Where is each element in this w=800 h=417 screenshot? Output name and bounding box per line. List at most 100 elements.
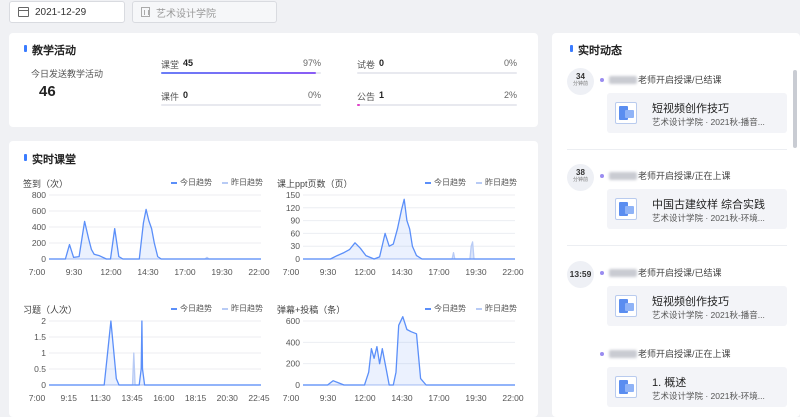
series-area: [303, 241, 515, 259]
status-dot: [600, 270, 604, 275]
metric-value: 45: [183, 58, 194, 68]
chart-plot: 150 120 90 60 30 0 7:00 9:30 12:00 14:30 17:00 19:3…: [283, 190, 524, 277]
building-icon: [141, 7, 150, 17]
legend-yesterday: 昨日趋势: [222, 177, 263, 188]
chart-exercises: 习题（人次） 今日趋势 昨日趋势 2 1.5 1 0.5 0 7:00 9:15 11:30 1…: [23, 303, 270, 403]
course-subtitle: 艺术设计学院 · 2021秋-播音...: [652, 310, 765, 320]
time-value: 13:59: [569, 269, 592, 279]
y-tick-label: 0: [41, 254, 46, 264]
chart-legend: 今日趋势 昨日趋势: [171, 303, 263, 314]
teacher-name-redacted: [609, 75, 637, 84]
chart-ppt-pages: 课上ppt页数（页） 今日趋势 昨日趋势 150 120 90 60 30 0 7:00 9:…: [277, 177, 524, 277]
x-tick-label: 9:15: [60, 393, 77, 403]
legend-swatch: [171, 307, 177, 310]
feed-text: 老师开启授课/已结课: [600, 266, 722, 279]
x-tick-label: 19:30: [465, 393, 487, 403]
feed-message: 老师开启授课/已结课: [638, 75, 722, 85]
legend-today: 今日趋势: [171, 303, 212, 314]
chart-title: 签到（次）: [23, 179, 69, 189]
sent-activities-label: 今日发送教学活动: [31, 69, 104, 79]
time-badge: 38 分钟前: [567, 164, 594, 191]
y-tick-label: 800: [32, 190, 46, 200]
y-tick-label: 600: [32, 206, 46, 216]
teacher-name-redacted: [609, 268, 637, 277]
x-tick-label: 20:30: [217, 393, 239, 403]
legend-label: 今日趋势: [434, 178, 466, 187]
chart-plot: 2 1.5 1 0.5 0 7:00 9:15 11:30 13:45 16:00 18:15 20:…: [29, 316, 270, 403]
feed-text: 老师开启授课/正在上课: [600, 169, 731, 182]
teaching-activity-title: 教学活动: [24, 42, 76, 58]
y-tick-label: 1.5: [34, 332, 46, 342]
y-tick-label: 2: [41, 316, 46, 326]
x-tick-label: 12:00: [354, 393, 376, 403]
metric-name: 公告: [357, 92, 376, 102]
y-tick-label: 400: [32, 222, 46, 232]
course-card[interactable]: 中国古建纹样 综合实践 艺术设计学院 · 2021秋-环境...: [607, 189, 787, 229]
y-tick-label: 90: [291, 216, 301, 226]
status-dot: [600, 351, 604, 356]
legend-yesterday: 昨日趋势: [222, 303, 263, 314]
x-tick-label: 17:00: [428, 393, 450, 403]
time-value: 34: [576, 72, 585, 81]
x-tick-label: 17:00: [428, 267, 450, 277]
legend-label: 今日趋势: [180, 304, 212, 313]
metric-value: 0: [183, 90, 189, 100]
legend-swatch: [171, 181, 177, 184]
metric-percent: 0%: [307, 90, 321, 100]
metric-percent: 97%: [302, 58, 321, 68]
calendar-icon: [18, 7, 29, 17]
chart-danmaku-posts: 弹幕+投稿（条） 今日趋势 昨日趋势 600 400 200 0 7:00 9:30 12:…: [277, 303, 524, 403]
y-tick-label: 0: [295, 380, 300, 390]
course-title: 1. 概述: [652, 377, 687, 389]
course-subtitle: 艺术设计学院 · 2021秋-播音...: [652, 117, 765, 127]
series-line: [303, 316, 515, 386]
feed-text: 老师开启授课/正在上课: [600, 347, 731, 360]
course-thumbnail-icon: [615, 295, 637, 317]
course-card[interactable]: 短视频创作技巧 艺术设计学院 · 2021秋-播音...: [607, 93, 787, 133]
chart-legend: 今日趋势 昨日趋势: [171, 177, 263, 188]
teacher-name-redacted: [609, 349, 637, 358]
feed-text: 老师开启授课/已结课: [600, 73, 722, 86]
x-tick-label: 16:00: [153, 393, 175, 403]
course-title: 短视频创作技巧: [652, 296, 729, 308]
legend-label: 昨日趋势: [485, 304, 517, 313]
x-tick-label: 14:30: [137, 267, 159, 277]
x-tick-label: 17:00: [174, 267, 196, 277]
date-picker[interactable]: 2021-12-29: [9, 1, 125, 23]
x-tick-label: 7:00: [29, 267, 46, 277]
legend-swatch: [222, 307, 228, 310]
x-tick-label: 14:30: [391, 267, 413, 277]
x-tick-label: 18:15: [185, 393, 207, 403]
y-tick-label: 0: [295, 254, 300, 264]
chart-plot: 800 600 400 200 0 7:00 9:30 12:00 14:30 17:00 19:3…: [29, 190, 270, 277]
course-card[interactable]: 短视频创作技巧 艺术设计学院 · 2021秋-播音...: [607, 286, 787, 326]
school-select[interactable]: 艺术设计学院: [132, 1, 277, 23]
chart-title: 习题（人次）: [23, 305, 78, 315]
x-tick-label: 22:00: [502, 267, 524, 277]
x-tick-label: 7:00: [283, 393, 300, 403]
course-subtitle: 艺术设计学院 · 2021秋-环境...: [652, 213, 765, 223]
y-tick-label: 1: [41, 348, 46, 358]
filter-bar: 2021-12-29 艺术设计学院: [0, 0, 800, 27]
y-tick-label: 200: [32, 238, 46, 248]
metric-progress-fill: [161, 72, 317, 74]
metric-name: 课堂: [161, 60, 180, 70]
x-tick-label: 9:30: [320, 393, 337, 403]
status-dot: [600, 173, 604, 178]
course-thumbnail-icon: [615, 102, 637, 124]
metric-progress-fill: [357, 104, 361, 106]
chart-legend: 今日趋势 昨日趋势: [425, 303, 517, 314]
x-tick-label: 9:30: [66, 267, 83, 277]
feed-scrollbar[interactable]: [793, 70, 797, 148]
series-area: [303, 316, 515, 385]
x-tick-label: 14:30: [391, 393, 413, 403]
metric-percent: 2%: [503, 90, 517, 100]
course-card[interactable]: 1. 概述 艺术设计学院 · 2021秋-环境...: [607, 367, 787, 407]
legend-swatch: [425, 307, 431, 310]
legend-label: 今日趋势: [180, 178, 212, 187]
school-placeholder: 艺术设计学院: [156, 8, 216, 20]
date-value: 2021-12-29: [35, 6, 87, 18]
legend-yesterday: 昨日趋势: [476, 177, 517, 188]
y-tick-label: 120: [286, 203, 300, 213]
y-tick-label: 150: [286, 190, 300, 200]
